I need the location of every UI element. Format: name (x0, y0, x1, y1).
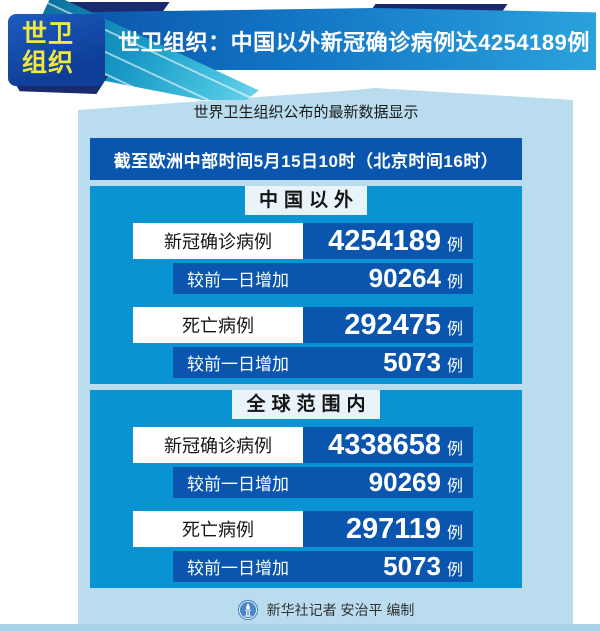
stat-row: 较前一日增加 90269 例 (173, 467, 473, 498)
stat-label: 新冠确诊病例 (133, 427, 303, 463)
stat-row: 较前一日增加 5073 例 (173, 347, 473, 378)
stat-row: 死亡病例 297119 例 (133, 511, 473, 547)
stat-label: 新冠确诊病例 (133, 223, 303, 259)
stat-value-box: 4338658 例 (303, 427, 473, 463)
stat-row: 较前一日增加 90264 例 (173, 263, 473, 294)
bottom-edge-strip (0, 624, 600, 631)
stat-unit: 例 (446, 478, 463, 495)
stat-value-box: 292475 例 (303, 307, 473, 343)
stat-row: 新冠确诊病例 4254189 例 (133, 223, 473, 259)
stat-value: 90264 (368, 263, 441, 293)
stat-value-wrap: 90269 例 (369, 467, 463, 498)
section-panel: 中国以外 新冠确诊病例 4254189 例较前一日增加 90264 例死亡病例 292475… (90, 186, 522, 384)
stat-value-wrap: 5073 例 (383, 347, 463, 378)
who-badge-line2: 组织 (22, 49, 75, 77)
page-title: 世卫组织：中国以外新冠确诊病例达4254189例 (118, 30, 590, 55)
stat-value-wrap: 90264 例 (369, 263, 463, 294)
stat-label: 较前一日增加 (187, 559, 289, 578)
stat-value: 5073 (383, 551, 441, 581)
stat-value-wrap: 5073 例 (383, 551, 463, 582)
stat-unit: 例 (446, 274, 463, 291)
stat-unit: 例 (446, 237, 463, 254)
stat-unit: 例 (446, 441, 463, 458)
sections-root: 中国以外 新冠确诊病例 4254189 例较前一日增加 90264 例死亡病例 292475… (90, 180, 522, 593)
stat-value: 4338658 (328, 429, 441, 461)
xinhua-logo-icon (237, 599, 258, 621)
stat-unit: 例 (446, 562, 463, 579)
intro-text: 世界卫生组织公布的最新数据显示 (193, 104, 419, 121)
stat-value: 5073 (383, 347, 441, 377)
stat-row: 死亡病例 292475 例 (133, 307, 473, 343)
who-badge-line1: 世卫 (22, 20, 75, 48)
stat-unit: 例 (446, 358, 463, 375)
section-panel: 全球范围内 新冠确诊病例 4338658 例较前一日增加 90269 例死亡病例 29711… (90, 390, 522, 588)
stat-unit: 例 (446, 321, 463, 338)
stat-value: 90269 (368, 467, 441, 497)
stat-row: 较前一日增加 5073 例 (173, 551, 473, 582)
stat-value-box: 297119 例 (303, 511, 473, 547)
stat-label: 死亡病例 (133, 307, 303, 343)
stat-value: 297119 (345, 513, 441, 545)
stat-row: 新冠确诊病例 4338658 例 (133, 427, 473, 463)
footer-credit: 新华社记者 安治平 编制 (266, 602, 415, 618)
who-badge: 世卫 组织 (8, 14, 105, 86)
stat-label: 死亡病例 (133, 511, 303, 547)
stat-value-box: 4254189 例 (303, 223, 473, 259)
stat-unit: 例 (446, 525, 463, 542)
datetime-bar: 截至欧洲中部时间5月15日10时（北京时间16时） (90, 138, 522, 180)
section-title: 中国以外 (244, 186, 367, 215)
stat-label: 较前一日增加 (187, 475, 289, 494)
section-title: 全球范围内 (232, 390, 380, 419)
stat-value: 4254189 (328, 225, 441, 257)
stat-value: 292475 (344, 309, 441, 341)
stat-label: 较前一日增加 (187, 271, 289, 290)
stat-label: 较前一日增加 (187, 355, 289, 374)
footer: 新华社记者 安治平 编制 (78, 597, 573, 623)
